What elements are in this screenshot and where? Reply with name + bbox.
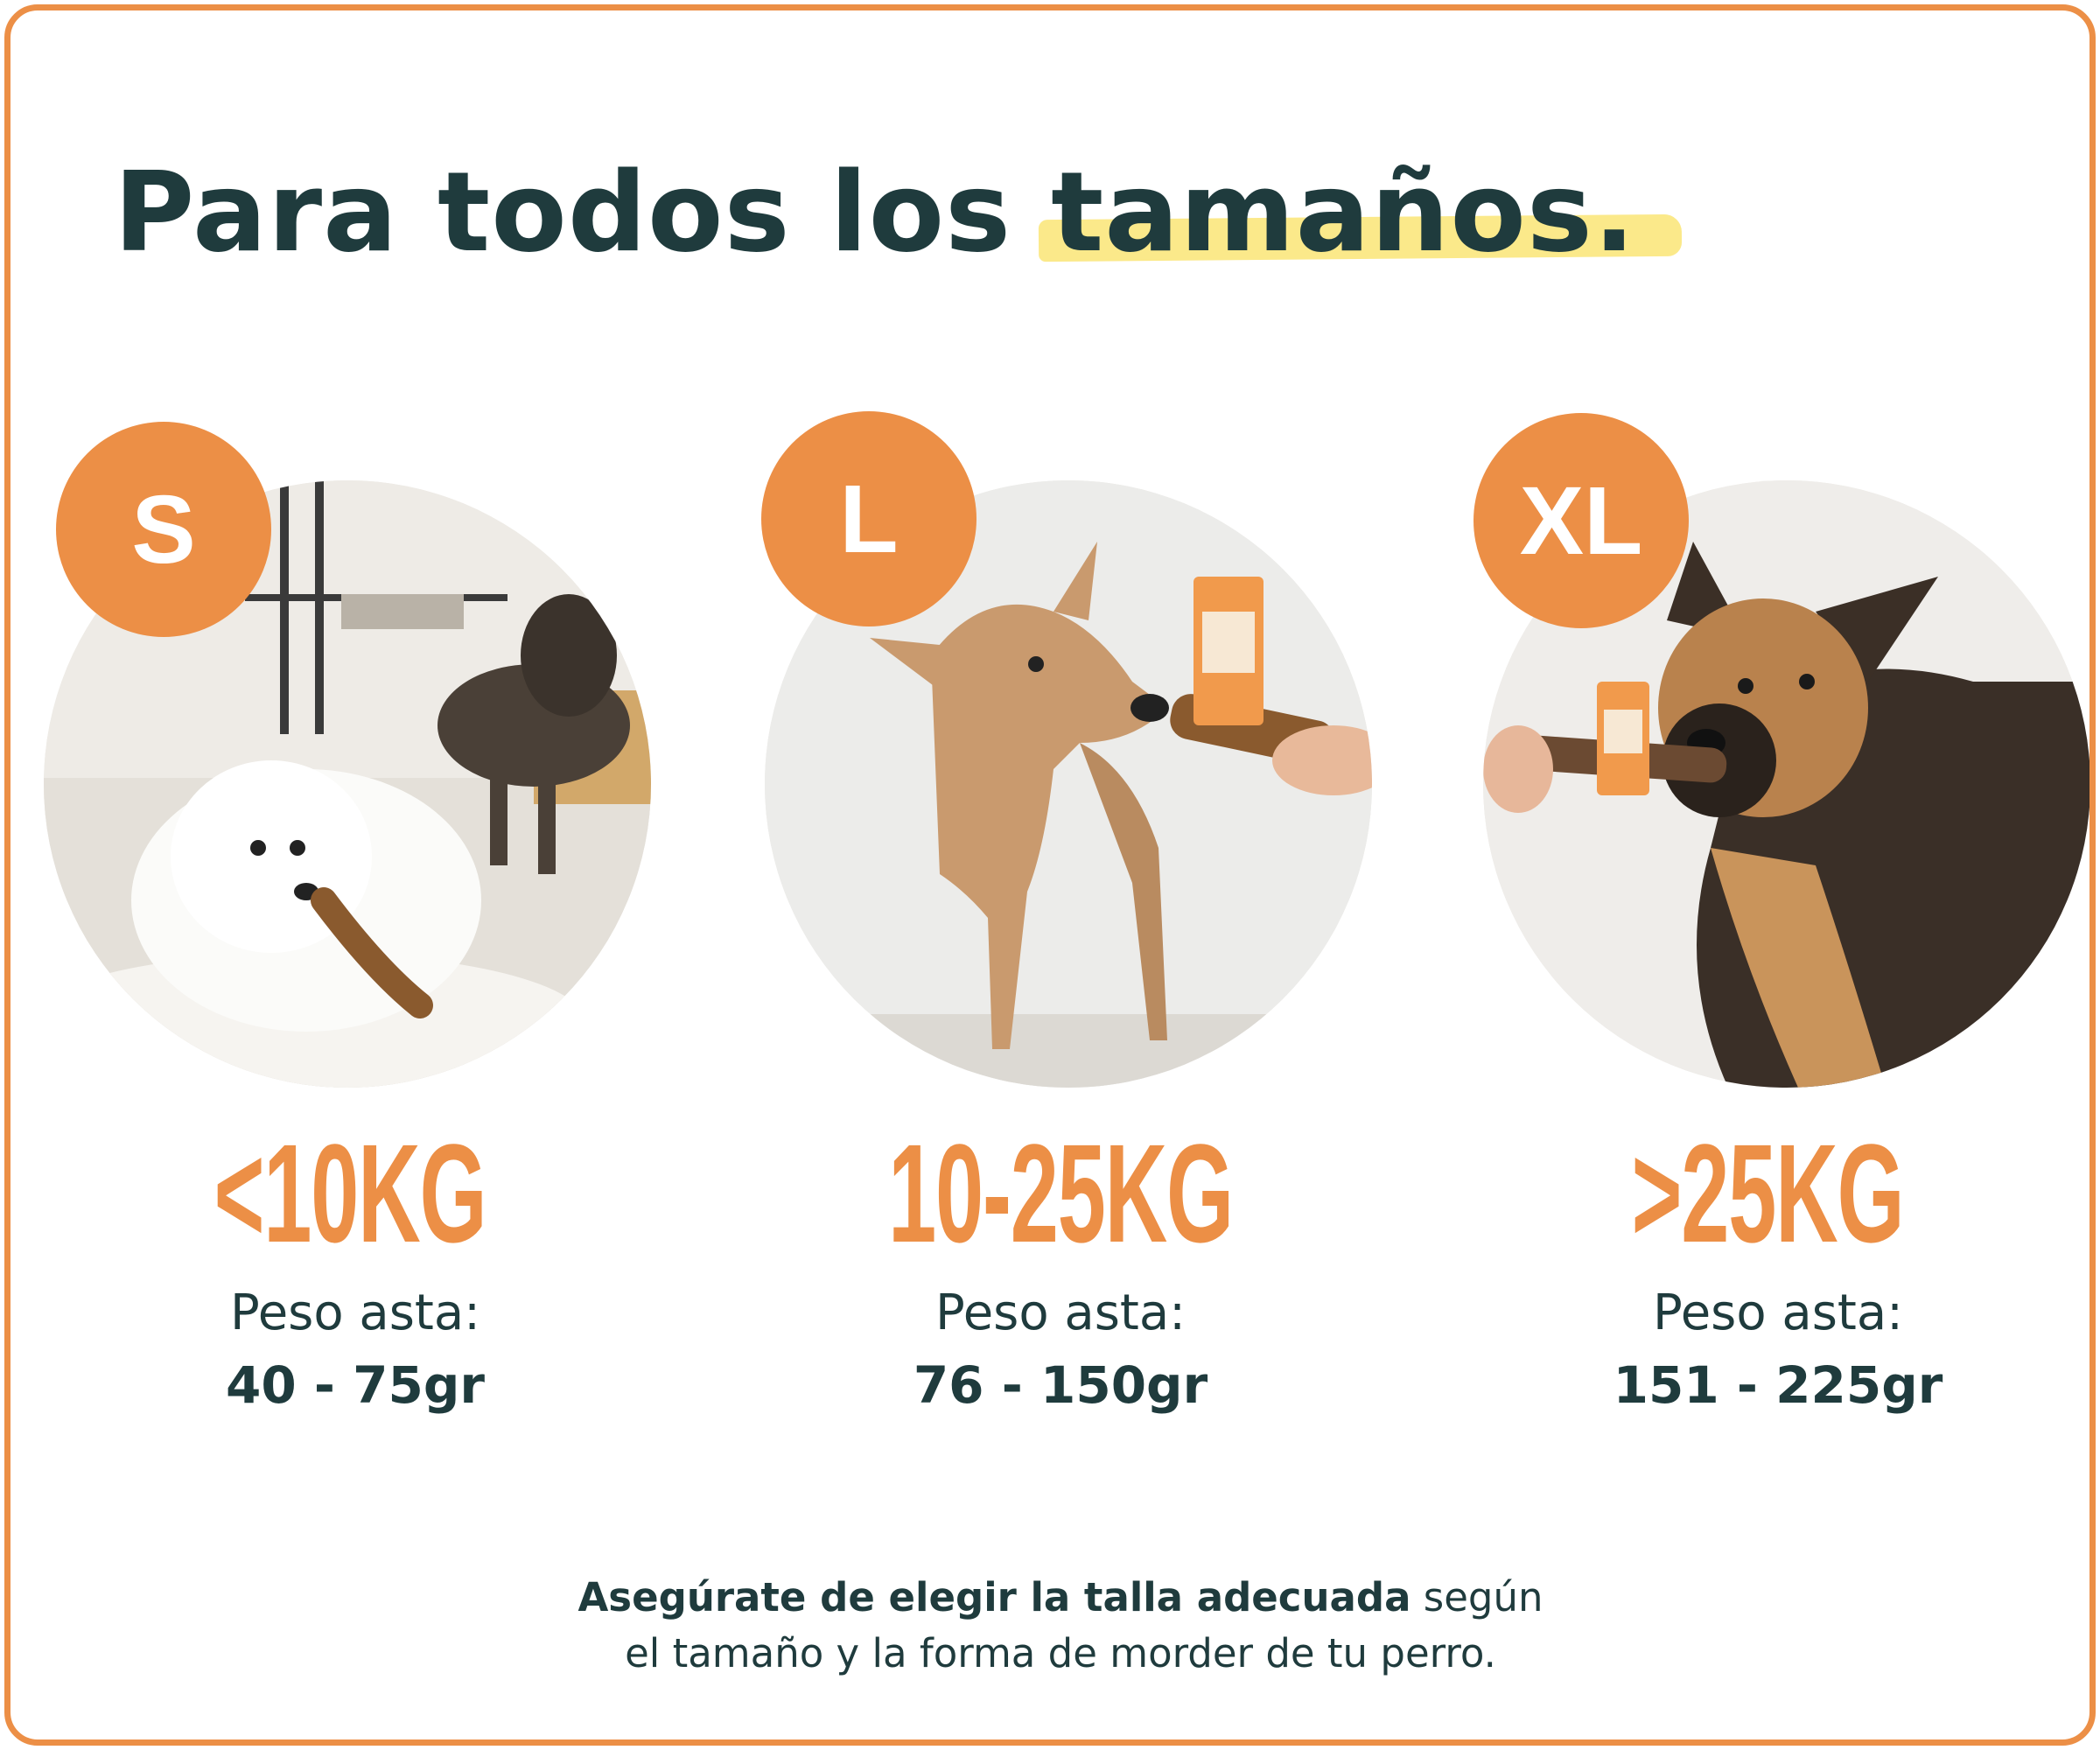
title-highlight: tamaños.: [1051, 158, 1636, 268]
size-badge-l: L: [761, 411, 976, 626]
medium-dog-photo: [765, 480, 1372, 1088]
small-dogs-illustration: [44, 480, 651, 1088]
size-column-xl: XL >25KG Peso asta: 151 - 225gr: [1410, 10, 2090, 1498]
weight-range-s: <10KG: [214, 1115, 487, 1271]
peso-label-xl: Peso asta:: [1652, 1284, 1904, 1341]
card-frame: Para todos los tamaños.: [4, 4, 2096, 1746]
peso-label-s: Peso asta:: [229, 1284, 481, 1341]
size-badge-s: S: [56, 422, 271, 637]
peso-value-s: 40 - 75gr: [225, 1355, 485, 1415]
title-highlight-text: tamaños.: [1051, 148, 1636, 276]
note-line1-rest: según: [1410, 1574, 1544, 1620]
peso-value-xl: 151 - 225gr: [1613, 1355, 1943, 1415]
page-title: Para todos los tamaños.: [114, 158, 1636, 268]
size-column-l: L 10-25KG Peso asta: 76 - 150gr: [710, 10, 1410, 1498]
weight-range-l: 10-25KG: [888, 1115, 1234, 1271]
size-badge-xl: XL: [1474, 413, 1689, 628]
note-line2: el tamaño y la forma de morder de tu per…: [625, 1630, 1496, 1676]
note-bold: Asegúrate de elegir la talla adecuada: [578, 1574, 1411, 1620]
peso-value-l: 76 - 150gr: [913, 1355, 1208, 1415]
small-dogs-photo: [44, 480, 651, 1088]
size-column-s: S <10KG Peso asta: 40 - 75gr: [10, 10, 710, 1498]
weight-range-xl: >25KG: [1631, 1115, 1905, 1271]
title-prefix: Para todos los: [114, 148, 1012, 276]
peso-label-l: Peso asta:: [934, 1284, 1186, 1341]
size-advice-note: Asegúrate de elegir la talla adecuada se…: [10, 1570, 2090, 1682]
